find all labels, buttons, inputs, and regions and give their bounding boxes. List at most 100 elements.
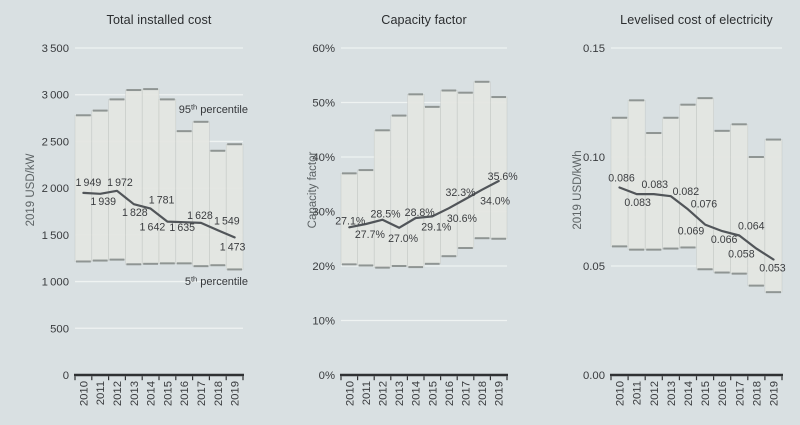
value-label: 0.053 <box>759 262 786 274</box>
percentile-annotation: 5th percentile <box>185 275 248 289</box>
x-tick-label: 2016 <box>444 381 456 406</box>
y-tick-label: 50% <box>312 98 335 110</box>
value-label: 29.1% <box>421 221 452 233</box>
weighted-average-line <box>348 179 500 229</box>
x-tick-label: 2015 <box>700 381 712 406</box>
value-label: 35.6% <box>488 171 519 183</box>
value-label: 27.1% <box>335 215 366 227</box>
chart-capacity-factor: 0% 10% 20% 30% 40% 50% 60% 27.1% 27.7% 28.5% 27.0%… <box>307 43 518 406</box>
value-label: 1 939 <box>90 196 116 208</box>
y-tick-label: 0.10 <box>583 152 605 164</box>
weighted-average-line <box>618 186 775 261</box>
value-label: 0.076 <box>691 198 718 210</box>
x-tick-label: 2013 <box>394 381 406 406</box>
value-label: 1 642 <box>140 222 166 234</box>
value-label: 27.0% <box>388 233 419 245</box>
value-label: 27.7% <box>355 229 386 241</box>
x-tick-label: 2018 <box>477 381 489 406</box>
percentile-annotation: 95th percentile <box>179 103 248 117</box>
chart-title-total-installed-cost: Total installed cost <box>106 13 212 27</box>
chart-title-capacity-factor: Capacity factor <box>381 13 467 27</box>
value-label: 1 972 <box>107 177 133 189</box>
x-tick-label: 2016 <box>717 381 729 406</box>
band-column <box>423 106 441 265</box>
y-tick-label: 0.15 <box>583 43 605 55</box>
y-tick-label: 1 000 <box>42 277 69 289</box>
y-tick-label: 10% <box>312 316 335 328</box>
x-tick-label: 2011 <box>632 381 644 405</box>
x-tick-label: 2010 <box>78 381 90 406</box>
y-tick-label: 3 500 <box>42 43 69 55</box>
value-label: 0.058 <box>728 249 755 261</box>
x-tick-label: 2016 <box>179 381 191 406</box>
value-label: 28.8% <box>405 207 436 219</box>
value-label: 0.083 <box>624 197 651 209</box>
value-label: 32.3% <box>445 187 476 199</box>
x-tick-label: 2019 <box>768 381 780 406</box>
chart-levelised-cost-of-electricity: 0.00 0.05 0.10 0.15 0.086 0.083 0.083 0.0820.07… <box>572 43 786 406</box>
x-tick-label: 2014 <box>146 381 158 406</box>
y-axis-title: 2019 USD/kWh <box>572 150 584 229</box>
x-tick-label: 2017 <box>461 381 473 406</box>
percentile-band <box>340 80 508 269</box>
x-tick-label: 2014 <box>683 381 695 406</box>
band-column <box>175 130 193 264</box>
y-tick-label: 2 500 <box>42 136 69 148</box>
x-tick-label: 2015 <box>427 381 439 406</box>
y-tick-label: 0% <box>319 370 335 382</box>
y-axis-title: Capacity factor <box>307 151 319 228</box>
y-tick-label: 60% <box>312 43 335 55</box>
x-tick-label: 2014 <box>411 381 423 406</box>
value-label: 1 473 <box>220 241 246 253</box>
value-label: 1 628 <box>187 210 213 222</box>
chart-total-installed-cost: 0 500 1 000 1 500 2 000 2 500 3 000 3 500 1 949 1… <box>25 43 248 406</box>
y-axis-title: 2019 USD/kW <box>25 153 37 226</box>
y-tick-label: 3 000 <box>42 90 69 102</box>
value-label: 28.5% <box>370 209 401 221</box>
x-tick-label: 2011 <box>361 381 373 405</box>
weighted-average-line <box>82 189 236 239</box>
x-tick-label: 2017 <box>196 381 208 406</box>
y-tick-label: 0 <box>63 370 69 382</box>
value-label: 34.0% <box>480 196 511 208</box>
chart-title-levelised-cost: Levelised cost of electricity <box>620 13 773 27</box>
y-tick-label: 500 <box>50 323 69 335</box>
value-label: 1 781 <box>149 195 175 207</box>
y-tick-label: 0.05 <box>583 261 605 273</box>
x-tick-label: 2012 <box>378 381 390 406</box>
x-tick-label: 2011 <box>95 381 107 405</box>
y-tick-label: 30% <box>312 207 335 219</box>
y-tick-label: 40% <box>312 152 335 164</box>
band-column <box>490 96 508 240</box>
value-label: 0.083 <box>641 179 668 191</box>
y-tick-label: 1 500 <box>42 230 69 242</box>
band-column <box>644 132 663 250</box>
x-tick-label: 2012 <box>649 381 661 406</box>
x-tick-label: 2019 <box>230 381 242 406</box>
x-tick-label: 2010 <box>615 381 627 406</box>
value-label: 1 549 <box>214 215 240 227</box>
value-label: 30.6% <box>447 213 478 225</box>
x-tick-label: 2012 <box>112 381 124 406</box>
value-label: 1 635 <box>169 222 195 234</box>
band-column <box>158 99 177 264</box>
value-label: 0.069 <box>678 226 705 238</box>
x-tick-label: 2019 <box>494 381 506 406</box>
value-label: 0.064 <box>738 220 765 232</box>
x-tick-label: 2017 <box>734 381 746 406</box>
percentile-band <box>74 88 244 271</box>
percentile-band <box>610 97 783 294</box>
y-tick-label: 20% <box>312 261 335 273</box>
x-tick-label: 2018 <box>751 381 763 406</box>
band-column <box>373 129 392 268</box>
value-label: 0.082 <box>673 186 700 198</box>
x-tick-label: 2010 <box>344 381 356 406</box>
band-column <box>192 121 210 267</box>
value-label: 0.066 <box>711 234 738 246</box>
x-tick-label: 2013 <box>666 381 678 406</box>
x-tick-label: 2015 <box>162 381 174 406</box>
y-tick-label: 0.00 <box>583 370 605 382</box>
value-label: 1 828 <box>122 207 148 219</box>
